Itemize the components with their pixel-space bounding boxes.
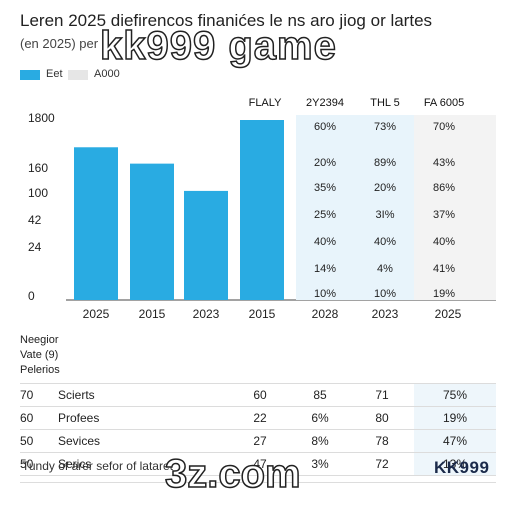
table-row: 70 Scierts 60 85 71 75% (20, 383, 496, 407)
x-tick-label: 2025 (83, 307, 110, 321)
metric-cell: 41% (433, 263, 455, 275)
row-name: Scierts (58, 388, 95, 402)
footer-note: Tundy of arer sefor of lataret (22, 459, 173, 473)
chart-subtitle: (en 2025) per (20, 36, 99, 51)
row-index: 50 (20, 457, 34, 471)
lower-table: 70 Scierts 60 85 71 75% 60 Profees 22 6%… (20, 383, 496, 476)
metric-cell: 19% (433, 288, 455, 300)
divider (20, 482, 496, 483)
row-name: Serics (58, 457, 92, 471)
chart-area: 1800 160 100 42 24 0 2025 2015 2023 2015 FLALY 2Y23… (28, 97, 496, 321)
legend-swatch-a000 (68, 70, 88, 80)
row-index: 50 (20, 434, 34, 448)
metric-cell: 60% (314, 121, 336, 133)
y-tick-label: 0 (28, 289, 35, 303)
row-value-c: 72 (375, 457, 389, 471)
row-value-b: 85 (313, 388, 327, 402)
row-value-d: 47% (414, 429, 496, 453)
legend-label-eet: Eet (46, 68, 63, 80)
table-row: 50 Serics 47 3% 72 13% (20, 452, 496, 476)
row-name: Profees (58, 411, 100, 425)
row-value-d: 75% (414, 383, 496, 407)
metric-cell: 40% (314, 236, 336, 248)
metric-year-label: 2028 (312, 307, 339, 321)
bar (184, 190, 228, 300)
x-tick-label: 2015 (139, 307, 166, 321)
metric-column-shade (296, 115, 414, 300)
table-row: 50 Sevices 27 8% 78 47% (20, 429, 496, 453)
metric-cell: 89% (374, 157, 396, 169)
row-value-c: 80 (375, 411, 389, 425)
bar (240, 120, 284, 300)
row-value-c: 71 (375, 388, 389, 402)
metric-cell: 14% (314, 263, 336, 275)
y-tick-label: 24 (28, 240, 42, 254)
brand-logo: KK999 (434, 458, 490, 477)
lower-section: Neegior Vate (9) Pelerios 70 Scierts 60 … (20, 333, 496, 476)
row-value-d: 13% (414, 452, 496, 476)
row-value-b: 6% (311, 411, 329, 425)
metric-cell: 43% (433, 157, 455, 169)
row-index: 60 (20, 411, 34, 425)
metric-cell: 40% (433, 236, 455, 248)
row-value-c: 78 (375, 434, 389, 448)
bar (74, 147, 118, 300)
lower-label-1: Neegior (20, 334, 59, 346)
row-value-d: 19% (414, 406, 496, 430)
y-tick-label: 160 (28, 161, 48, 175)
metric-cell: 4% (377, 263, 393, 275)
lower-label-2: Vate (9) (20, 349, 59, 361)
metric-cell: 25% (314, 209, 336, 221)
metric-column-shade (414, 115, 496, 300)
metric-header: 2Y2394 (306, 97, 344, 109)
row-value-a: 47 (253, 457, 267, 471)
row-value-a: 60 (253, 388, 267, 402)
metric-cell: 20% (314, 157, 336, 169)
y-tick-label: 100 (28, 186, 48, 200)
metric-cell: 37% (433, 209, 455, 221)
metric-cell: 40% (374, 236, 396, 248)
metric-year-label: 2025 (435, 307, 462, 321)
metric-header: FA 6005 (424, 97, 464, 109)
row-value-b: 3% (311, 457, 329, 471)
row-index: 70 (20, 388, 34, 402)
x-tick-label: 2015 (249, 307, 276, 321)
watermark-bottom: 3z.com (164, 451, 301, 497)
bar (130, 163, 174, 300)
chart-title: Leren 2025 diefirencos finanićes le ns a… (20, 11, 433, 30)
table-row: 60 Profees 22 6% 80 19% (20, 406, 496, 430)
metric-cell: 86% (433, 182, 455, 194)
legend-label-a000: A000 (94, 68, 120, 80)
x-tick-label: 2023 (193, 307, 220, 321)
metric-cell: 20% (374, 182, 396, 194)
row-name: Sevices (58, 434, 101, 448)
metric-cell: 70% (433, 121, 455, 133)
legend-swatch-eet (20, 70, 40, 80)
metric-header: THL 5 (370, 97, 400, 109)
y-tick-label: 1800 (28, 111, 55, 125)
metric-cell: 3I% (376, 209, 395, 221)
metric-year-label: 2023 (372, 307, 399, 321)
y-tick-label: 42 (28, 213, 42, 227)
row-value-a: 27 (253, 434, 267, 448)
row-value-a: 22 (253, 411, 267, 425)
metric-cell: 35% (314, 182, 336, 194)
metric-cell: 10% (374, 288, 396, 300)
metric-cell: 73% (374, 121, 396, 133)
watermark-top: kk999 game (99, 23, 337, 69)
lower-label-3: Pelerios (20, 364, 60, 376)
row-value-b: 8% (311, 434, 329, 448)
metric-cell: 10% (314, 288, 336, 300)
metric-header: FLALY (249, 97, 282, 109)
